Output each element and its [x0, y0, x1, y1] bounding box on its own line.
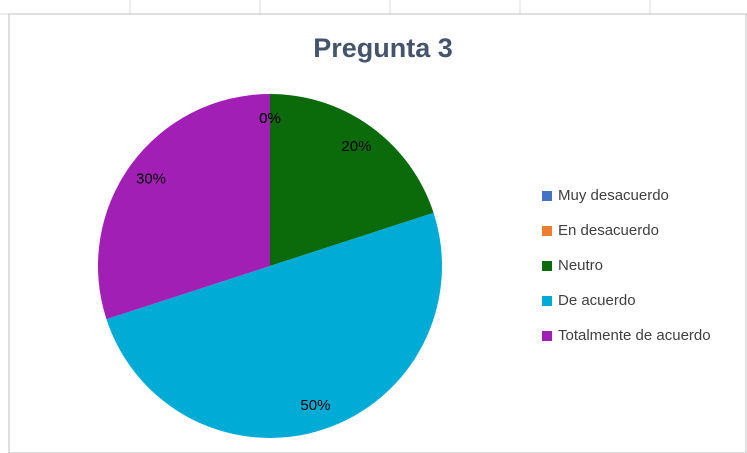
legend-label: Muy desacuerdo: [558, 187, 669, 204]
pie-slice: [270, 94, 434, 266]
data-label: 30%: [136, 171, 166, 188]
data-label: 0%: [259, 110, 281, 127]
legend-marker: [542, 226, 552, 236]
data-label: 20%: [341, 138, 371, 155]
data-label: 50%: [300, 397, 330, 414]
legend-label: En desacuerdo: [558, 222, 659, 239]
legend-marker: [542, 331, 552, 341]
pie-slice: [106, 212, 442, 438]
chart-title: Pregunta 3: [313, 33, 453, 63]
legend-label: Neutro: [558, 257, 603, 274]
pie-slice: [97, 94, 270, 320]
legend-label: De acuerdo: [558, 292, 636, 309]
legend-marker: [542, 191, 552, 201]
legend-marker: [542, 261, 552, 271]
data-label: 0%: [259, 110, 281, 127]
legend-marker: [542, 296, 552, 306]
legend-label: Totalmente de acuerdo: [558, 327, 711, 344]
